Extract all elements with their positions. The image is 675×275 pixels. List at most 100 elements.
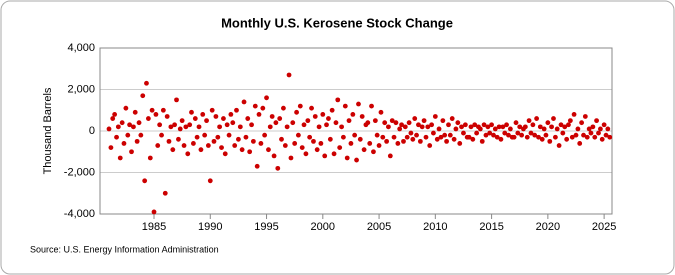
point [134, 138, 140, 144]
point [378, 109, 384, 115]
point [326, 116, 331, 121]
point [273, 120, 279, 126]
point [202, 132, 208, 138]
point [539, 136, 545, 142]
point [267, 124, 273, 130]
x-tick-label: 2020 [536, 221, 560, 233]
point [526, 118, 532, 124]
point [468, 124, 474, 130]
point [446, 122, 451, 128]
point [582, 114, 588, 119]
point [219, 145, 224, 151]
point [198, 147, 204, 153]
y-tick-label: 0 [89, 125, 95, 137]
point [324, 122, 329, 128]
point [213, 114, 219, 119]
point [320, 112, 326, 117]
point [511, 134, 517, 140]
point [605, 126, 611, 132]
point [541, 126, 547, 132]
point [577, 141, 583, 146]
point [237, 124, 243, 130]
point [292, 141, 298, 146]
point [190, 141, 196, 146]
point [129, 149, 134, 155]
point [543, 132, 549, 138]
point [192, 116, 198, 121]
point [491, 132, 496, 138]
point [472, 122, 478, 128]
point [194, 134, 200, 140]
point [110, 116, 116, 121]
point [187, 122, 193, 128]
point [586, 126, 592, 132]
y-tick-label: 2,000 [67, 83, 95, 95]
point [258, 141, 264, 146]
point [536, 134, 541, 140]
point [594, 118, 599, 124]
point [327, 136, 333, 142]
point [295, 132, 301, 138]
point [269, 114, 275, 119]
point [314, 147, 320, 153]
point [136, 120, 142, 126]
point [556, 143, 562, 148]
point [145, 116, 151, 121]
point [282, 143, 288, 148]
point [209, 107, 215, 113]
point [329, 107, 335, 113]
point [549, 124, 554, 130]
x-tick-label: 2010 [423, 221, 447, 233]
point [537, 124, 543, 130]
point [477, 126, 483, 132]
x-tick-label: 2005 [367, 221, 391, 233]
point [297, 103, 303, 109]
y-tick-label: -2,000 [64, 166, 95, 178]
point [384, 138, 390, 144]
point [230, 120, 236, 126]
point [221, 116, 226, 121]
x-tick-label: 2000 [311, 221, 335, 233]
point [254, 163, 260, 169]
point [222, 151, 228, 157]
x-tick-label: 1995 [254, 221, 278, 233]
point [179, 118, 185, 124]
point [337, 145, 343, 151]
point [436, 126, 442, 132]
point [528, 130, 534, 136]
point [524, 134, 530, 140]
point [322, 153, 328, 159]
point [311, 138, 316, 144]
point [215, 134, 221, 140]
point [451, 136, 457, 142]
point [239, 147, 245, 153]
point [164, 114, 170, 119]
point [453, 126, 459, 132]
point [431, 130, 436, 136]
point [425, 124, 431, 130]
point [412, 116, 418, 121]
point [340, 134, 346, 140]
point [399, 122, 404, 128]
point [389, 118, 395, 124]
point [226, 132, 232, 138]
point [149, 107, 155, 113]
point [299, 145, 305, 151]
point [207, 178, 213, 184]
point [434, 136, 440, 142]
point [513, 120, 519, 126]
point [517, 124, 523, 130]
y-tick-label: 4,000 [67, 42, 95, 54]
point [402, 124, 408, 130]
point [596, 130, 601, 136]
point [455, 120, 461, 126]
point [592, 134, 598, 140]
source: Source: U.S. Energy Information Administ… [30, 244, 219, 254]
point [279, 136, 284, 142]
point [131, 124, 136, 130]
point [447, 132, 453, 138]
point [479, 138, 485, 144]
point [382, 120, 388, 126]
point [404, 134, 410, 140]
